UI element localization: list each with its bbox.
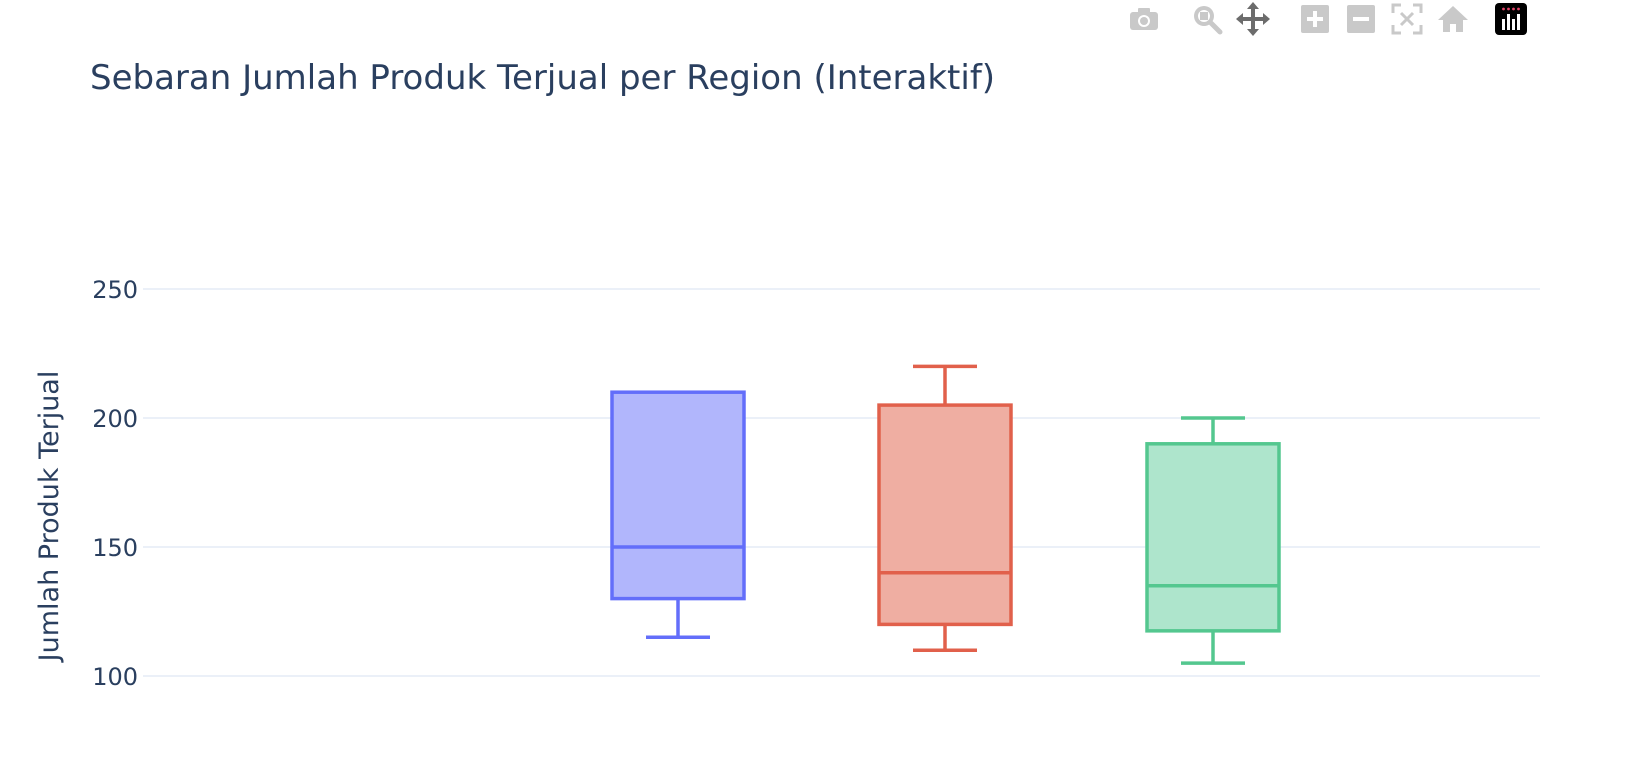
zoom-in-icon[interactable] bbox=[1298, 2, 1332, 36]
zoom-icon[interactable] bbox=[1190, 2, 1224, 36]
box-body bbox=[1145, 442, 1281, 633]
box-trace[interactable] bbox=[877, 364, 1013, 652]
y-tick-label: 150 bbox=[92, 534, 138, 562]
zoom-out-icon[interactable] bbox=[1344, 2, 1378, 36]
chart-title: Sebaran Jumlah Produk Terjual per Region… bbox=[90, 58, 996, 98]
reset-axes-icon[interactable] bbox=[1436, 2, 1470, 36]
autoscale-icon[interactable] bbox=[1390, 2, 1424, 36]
y-tick-label: 100 bbox=[92, 663, 138, 691]
plotly-logo-icon[interactable] bbox=[1494, 2, 1528, 36]
y-tick-label: 200 bbox=[92, 405, 138, 433]
camera-icon[interactable] bbox=[1127, 2, 1161, 36]
modebar bbox=[1122, 0, 1642, 38]
box-trace[interactable] bbox=[610, 390, 746, 640]
box-trace[interactable] bbox=[1145, 416, 1281, 665]
y-tick-label: 250 bbox=[92, 276, 138, 304]
box-body bbox=[610, 390, 746, 601]
box-body bbox=[877, 403, 1013, 627]
y-axis-title: Jumlah Produk Terjual bbox=[34, 371, 65, 664]
pan-icon[interactable] bbox=[1236, 2, 1270, 36]
